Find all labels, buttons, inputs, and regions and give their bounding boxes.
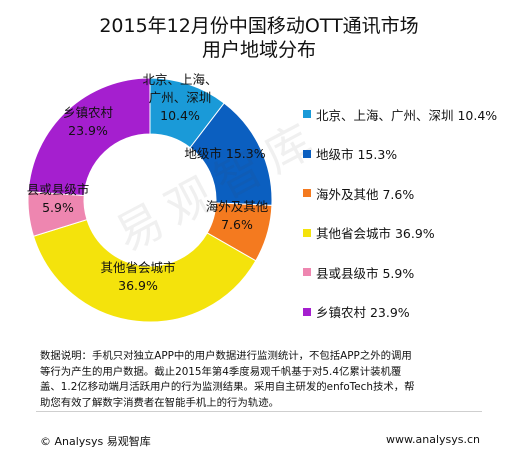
- chart-title-line1: 2015年12月份中国移动OTT通讯市场: [99, 15, 419, 37]
- data-note-line: 盖、1.2亿移动端月活跃用户的行为监测结果。采用自主研发的enfoTech技术，…: [40, 381, 415, 393]
- legend-swatch: [303, 268, 311, 276]
- legend-swatch: [303, 110, 311, 118]
- slice-label: 其他省会城市 36.9%: [100, 260, 175, 293]
- legend-item: 北京、上海、广州、深圳 10.4%: [303, 104, 515, 124]
- legend-label: 北京、上海、广州、深圳 10.4%: [316, 107, 498, 123]
- legend-swatch: [303, 149, 311, 158]
- legend-label: 地级市 15.3%: [316, 147, 398, 162]
- legend-item: 海外及其他 7.6%: [303, 183, 515, 203]
- slice-label: 县或县级市 5.9%: [27, 182, 90, 215]
- legend-swatch: [303, 189, 311, 197]
- slice-label: 海外及其他 7.6%: [206, 199, 269, 232]
- legend-swatch: [303, 228, 311, 237]
- data-note-line: 助您有效了解数字消费者在智能手机上的行为轨迹。: [40, 396, 279, 409]
- data-note-line: 等行为产生的用户数据。截止2015年第4季度易观千帆基于对5.4亿累计装机覆: [40, 365, 402, 378]
- slice-label: 地级市 15.3%: [184, 146, 265, 161]
- legend-swatch: [303, 307, 311, 316]
- data-note: 数据说明：手机只对独立APP中的用户数据进行监测统计，不包括APP之外的调用 等…: [40, 349, 490, 411]
- legend-label: 海外及其他 7.6%: [316, 186, 415, 202]
- legend-item: 地级市 15.3%: [303, 144, 515, 164]
- slice-label: 乡镇农村 23.9%: [63, 105, 114, 138]
- data-note-line: 数据说明：手机只对独立APP中的用户数据进行监测统计，不包括APP之外的调用: [40, 350, 412, 362]
- chart-title: 2015年12月份中国移动OTT通讯市场 用户地域分布: [0, 14, 518, 62]
- legend-item: 县或县级市 5.9%: [303, 262, 515, 282]
- slice-label: 北京、上海、广州、深圳 10.4%: [142, 72, 217, 123]
- footer-copyright: © Analysys 易观智库: [40, 435, 151, 448]
- legend-item: 乡镇农村 23.9%: [303, 302, 515, 322]
- footer-website[interactable]: www.analysys.cn: [386, 433, 480, 446]
- donut-slice: [32, 218, 257, 323]
- chart-title-line2: 用户地域分布: [201, 39, 316, 61]
- legend-label: 乡镇农村 23.9%: [316, 305, 410, 320]
- donut-slice: [27, 77, 151, 196]
- legend-item: 其他省会城市 36.9%: [303, 223, 515, 243]
- chart-legend: 北京、上海、广州、深圳 10.4% 地级市 15.3% 海外及其他 7.6% 其他省会…: [303, 104, 515, 341]
- legend-label: 县或县级市 5.9%: [316, 265, 415, 281]
- legend-label: 其他省会城市 36.9%: [316, 226, 435, 241]
- footer-divider: [36, 411, 482, 412]
